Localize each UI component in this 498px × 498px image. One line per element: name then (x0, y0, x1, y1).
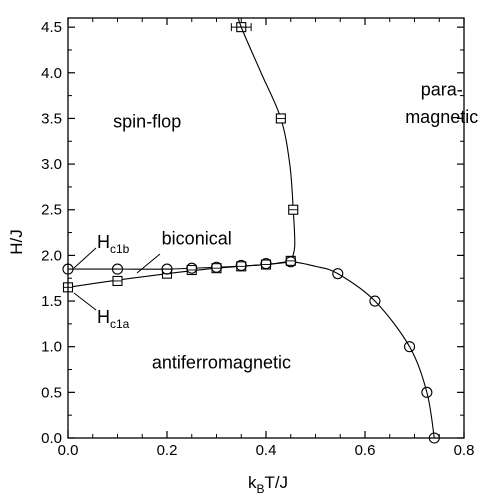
biconical-pointer-line (136, 253, 161, 274)
circle-marker (186, 262, 198, 274)
region-label: antiferromagnetic (152, 353, 291, 373)
circle-marker (161, 263, 173, 275)
circle-marker (332, 268, 344, 280)
hc1b-label-sub: c1b (110, 242, 130, 256)
y-axis-label: H/J (7, 229, 26, 255)
hc1a-label-main: H (97, 307, 110, 327)
region-label: biconical (162, 228, 232, 248)
hc1a-label-sub: c1a (110, 317, 130, 331)
circle-marker (235, 259, 247, 271)
region-label: spin-flop (113, 112, 181, 132)
hc1b-label-main: H (97, 232, 110, 252)
y-tick-label: 2.0 (41, 247, 62, 264)
x-axis-label-main: k (248, 473, 257, 492)
circle-marker (369, 295, 381, 307)
x-tick-label: 0.4 (256, 442, 277, 459)
circle-marker (285, 256, 297, 268)
y-tick-label: 0.5 (41, 384, 62, 401)
x-axis-label-sub: B (256, 482, 264, 496)
hc1b-label: Hc1b (97, 232, 130, 256)
y-tick-label: 3.5 (41, 110, 62, 127)
y-tick-label: 1.5 (41, 293, 62, 310)
x-tick-label: 0.6 (355, 442, 376, 459)
labels-layer: spin-flop para-magnetic biconical antiferro… (113, 80, 478, 373)
region-label: magnetic (405, 107, 478, 127)
x-tick-label: 0.8 (454, 442, 475, 459)
circle-marker (421, 386, 433, 398)
markers-layer (62, 22, 440, 444)
hc1a-pointer-line (73, 292, 97, 311)
hc1a-label: Hc1a (97, 307, 130, 331)
curves-layer (68, 18, 435, 438)
y-tick-label: 1.0 (41, 339, 62, 356)
y-tick-label: 2.5 (41, 202, 62, 219)
circle-marker (260, 258, 272, 270)
circle-marker (403, 341, 416, 353)
x-axis-label-rest: T/J (264, 473, 288, 492)
y-tick-label: 4.5 (41, 19, 62, 36)
circle-marker (111, 263, 124, 275)
x-tick-label: 0.0 (58, 442, 79, 459)
ticks-layer: 0.0 0.2 0.4 0.6 0.8 0.0 0.5 1.0 1.5 2.0 2.5 3.0 3.5 4… (41, 18, 474, 459)
x-axis-label: kBT/J (248, 473, 288, 496)
region-label: para- (421, 80, 463, 100)
y-tick-label: 0.0 (41, 430, 62, 447)
phase-boundary-curve-2 (237, 18, 296, 262)
x-tick-label: 0.2 (157, 442, 178, 459)
plot-frame (67, 17, 465, 439)
y-tick-label: 3.0 (41, 156, 62, 173)
phase-boundary-curve-1 (68, 261, 435, 438)
y-tick-label: 4.0 (41, 65, 62, 82)
circle-marker (210, 261, 223, 273)
hc1b-pointer-line (73, 247, 97, 269)
